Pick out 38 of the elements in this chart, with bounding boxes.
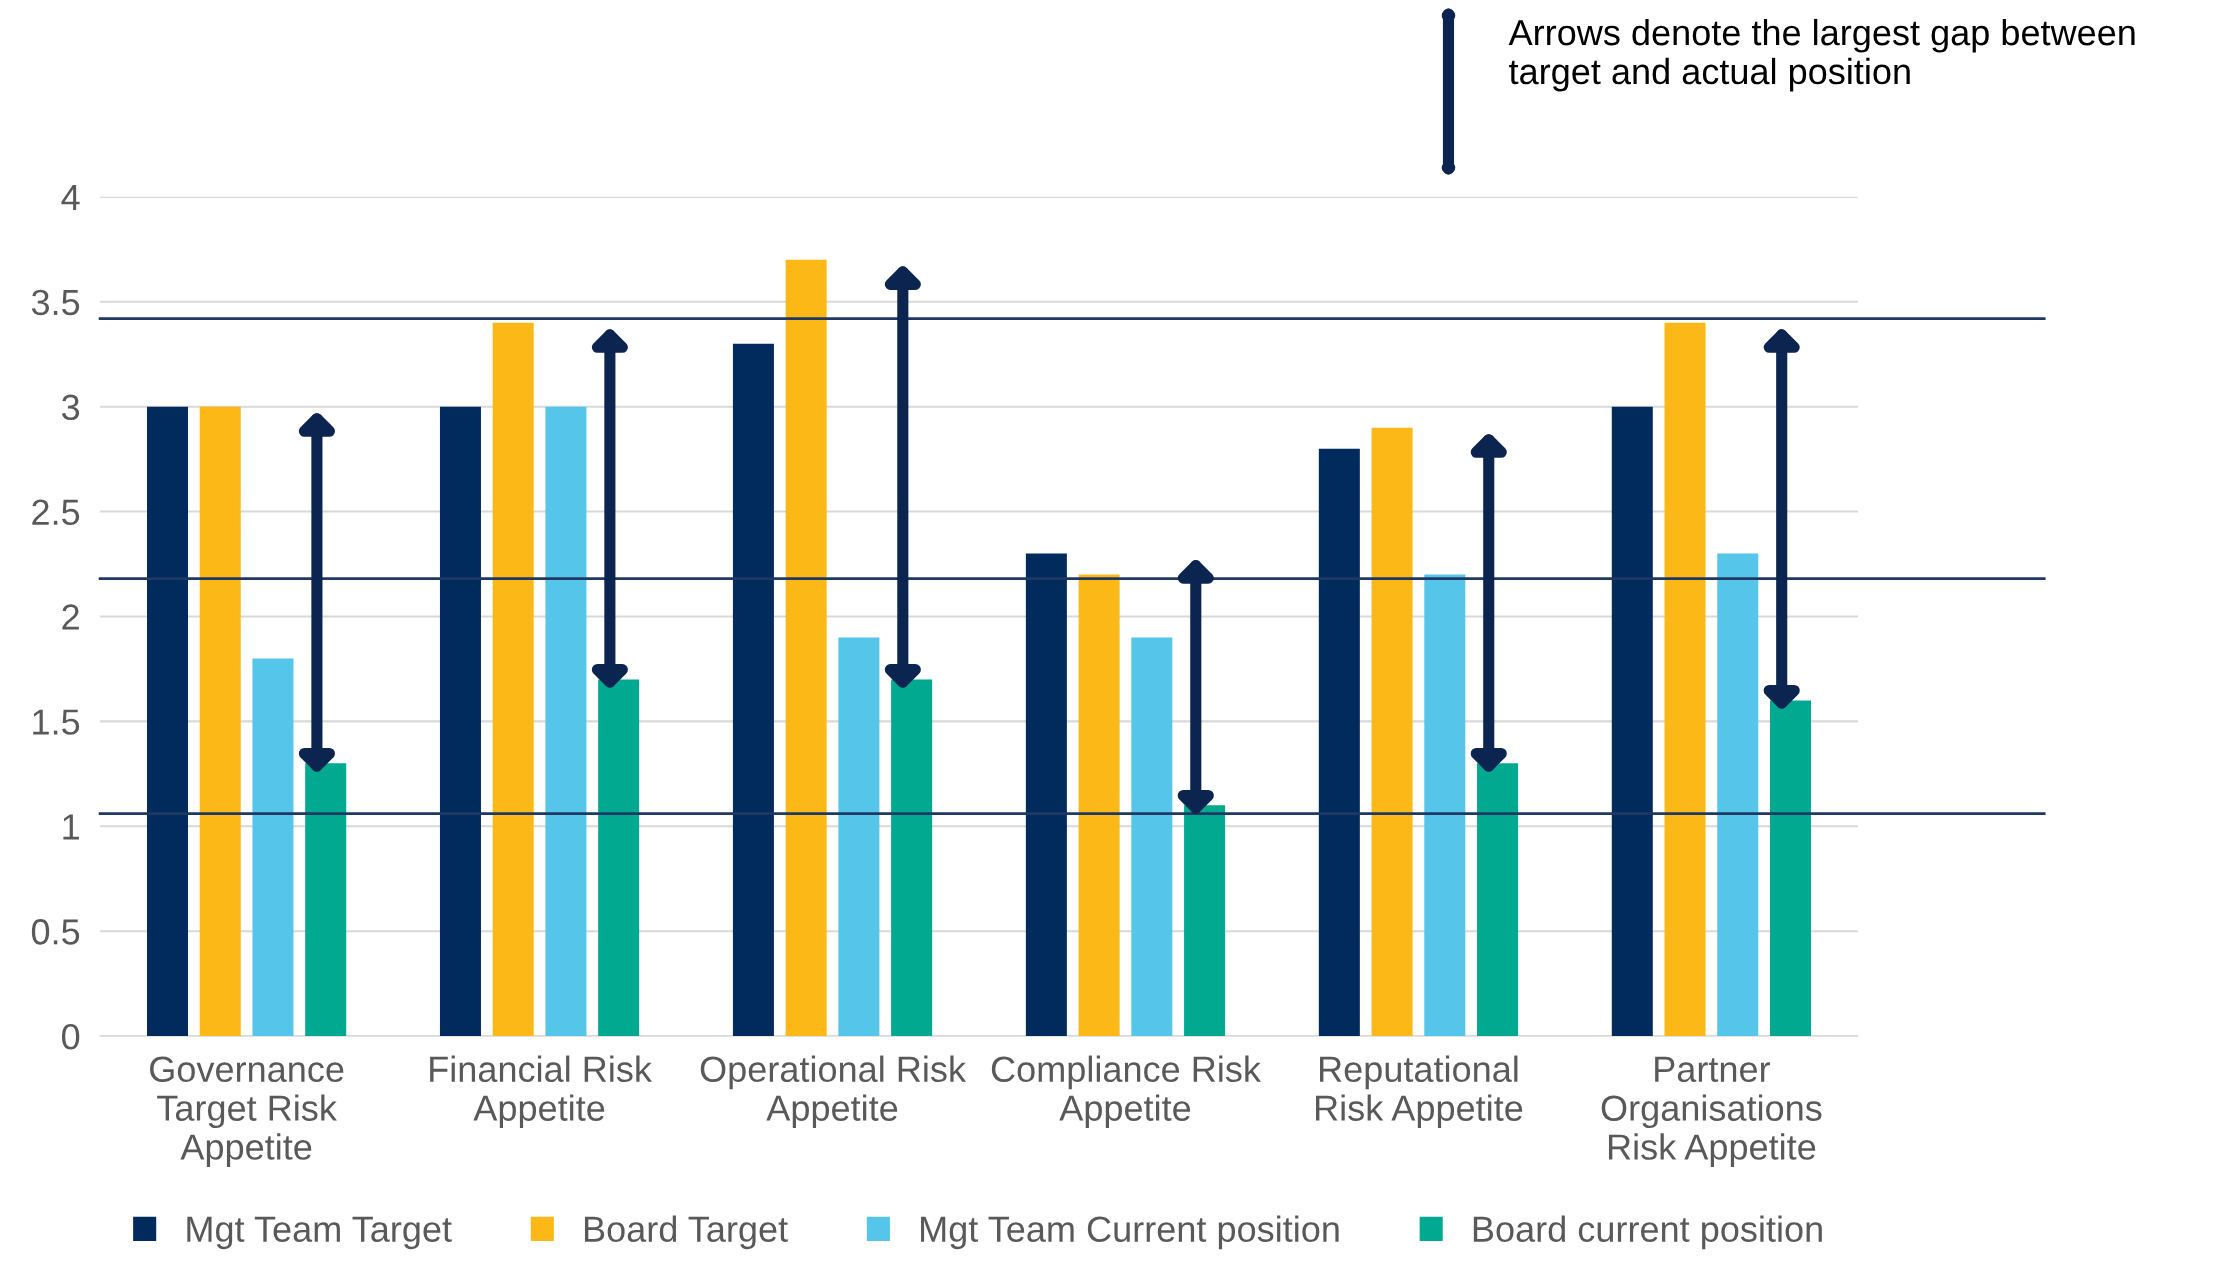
bar <box>1025 553 1067 1037</box>
text: Arrows denote the largest gap between target and actual position <box>1508 18 2135 92</box>
x-tick-label: Financial Risk Appetite <box>430 1055 652 1129</box>
x-tick-label: Reputational Risk Appetite <box>1316 1055 1523 1129</box>
x-tick-label: Compliance Risk Appetite <box>991 1055 1261 1129</box>
y-tick-label: 3 <box>61 394 80 421</box>
y-tick-label: 3.5 <box>31 289 80 316</box>
legend-label: Board Target <box>584 1215 788 1250</box>
bar <box>1131 637 1173 1037</box>
legend-label: Board current position <box>1473 1215 1822 1250</box>
bar <box>1371 427 1413 1037</box>
bar <box>1318 448 1360 1037</box>
y-tick-label: 1 <box>63 814 79 840</box>
bar <box>838 637 880 1037</box>
y-tick-label: 4 <box>61 185 80 210</box>
bar <box>147 406 189 1037</box>
bar <box>1664 322 1706 1037</box>
y-tick-label: 2 <box>62 604 79 630</box>
y-tick-label: 1.5 <box>33 709 80 735</box>
x-tick-label: Partner Organisations Risk Appetite <box>1601 1056 1822 1167</box>
bar <box>1611 406 1653 1037</box>
y-tick-label: 0 <box>62 1023 80 1050</box>
bar <box>199 406 241 1037</box>
legend-label: Mgt Team Target <box>187 1216 452 1250</box>
bar <box>252 658 294 1037</box>
bar <box>545 406 587 1037</box>
x-tick-label: Governance Target Risk Appetite <box>150 1056 344 1167</box>
legend-label: Mgt Team Current position <box>921 1215 1339 1250</box>
bar <box>492 322 534 1037</box>
bar <box>1424 574 1466 1037</box>
bar <box>732 343 774 1037</box>
bar <box>1717 553 1759 1037</box>
y-tick-label: 0.5 <box>31 919 80 945</box>
y-tick-label: 2.5 <box>32 499 80 526</box>
bar <box>785 259 827 1037</box>
bar <box>439 406 481 1037</box>
x-tick-label: Operational Risk Appetite <box>700 1055 967 1129</box>
bar <box>1078 574 1120 1037</box>
